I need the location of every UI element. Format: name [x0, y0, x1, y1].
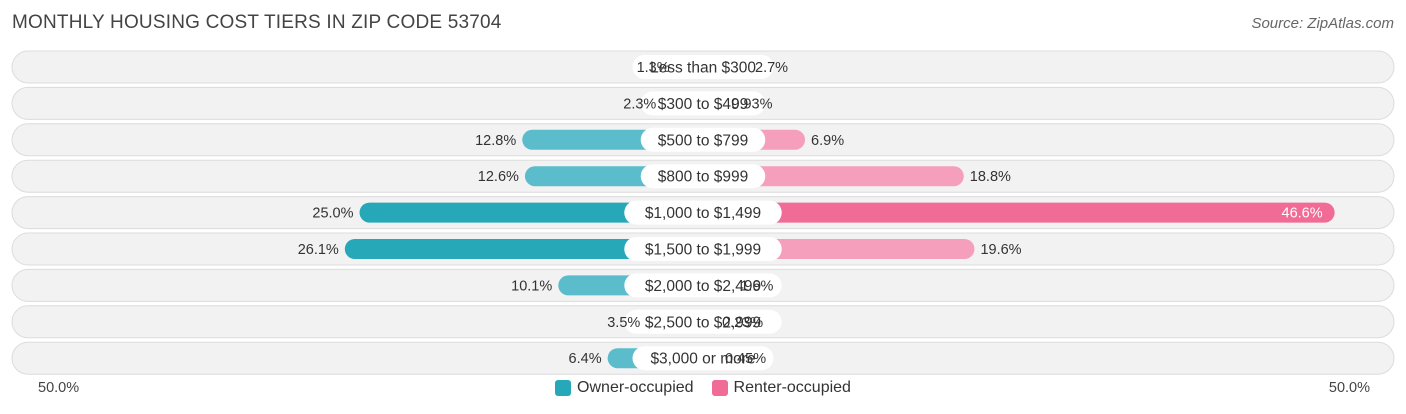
legend-label-owner: Owner-occupied: [577, 379, 694, 396]
category-pill: [624, 237, 782, 261]
category-label: $1,500 to $1,999: [645, 242, 761, 259]
value-label-owner: 12.6%: [478, 169, 519, 185]
value-label-owner: 2.3%: [623, 96, 656, 112]
value-label-renter: 1.6%: [740, 278, 773, 294]
legend: Owner-occupied Renter-occupied: [0, 379, 1406, 397]
value-label-owner: 1.3%: [637, 60, 670, 76]
category-label: $2,000 to $2,499: [645, 278, 761, 295]
legend-item-owner[interactable]: Owner-occupied: [555, 379, 694, 397]
category-pill: [640, 91, 766, 116]
axis-label-left: 50.0%: [38, 380, 80, 396]
category-label: $300 to $499: [658, 96, 749, 113]
value-label-renter: 2.7%: [755, 60, 788, 76]
value-label-owner: 3.5%: [607, 315, 640, 331]
value-label-renter: 0.93%: [731, 96, 772, 112]
value-label-renter: 18.8%: [970, 169, 1011, 185]
value-label-owner: 25.0%: [312, 206, 353, 222]
legend-item-renter[interactable]: Renter-occupied: [711, 379, 851, 397]
category-label: $1,000 to $1,499: [645, 205, 761, 222]
value-label-owner: 26.1%: [298, 242, 339, 258]
value-label-renter: 46.6%: [1282, 206, 1323, 222]
bar-owner[interactable]: [359, 202, 704, 223]
category-label: $3,000 or more: [650, 351, 755, 368]
value-label-renter: 19.6%: [980, 242, 1021, 258]
category-pill: [640, 164, 766, 189]
category-label: $800 to $999: [658, 169, 749, 186]
category-label: Less than $300: [650, 60, 756, 77]
value-label-renter: 6.9%: [811, 133, 844, 149]
value-label-renter: 0.23%: [722, 315, 763, 331]
category-label: $500 to $799: [658, 132, 749, 149]
category-pill: [632, 346, 774, 371]
bar-owner[interactable]: [344, 239, 703, 259]
legend-swatch-renter: [711, 380, 728, 396]
bar-renter[interactable]: [703, 202, 1335, 223]
axis-label-right: 50.0%: [1328, 380, 1370, 396]
value-label-owner: 6.4%: [569, 351, 602, 367]
source-credit: Source: ZipAtlas.com: [1251, 15, 1394, 32]
category-pill: [624, 309, 782, 334]
legend-label-renter: Renter-occupied: [733, 379, 851, 396]
category-pill: [624, 200, 782, 225]
value-label-renter: 0.45%: [725, 351, 766, 367]
legend-swatch-owner: [555, 380, 572, 396]
bar-renter[interactable]: [703, 166, 964, 187]
category-label: $2,500 to $2,999: [645, 314, 761, 331]
category-pill: [640, 127, 766, 152]
category-pill: [624, 273, 782, 298]
category-pill: [632, 55, 774, 79]
value-label-owner: 12.8%: [475, 133, 516, 149]
chart-title: MONTHLY HOUSING COST TIERS IN ZIP CODE 5…: [12, 12, 502, 33]
value-label-owner: 10.1%: [511, 278, 552, 294]
